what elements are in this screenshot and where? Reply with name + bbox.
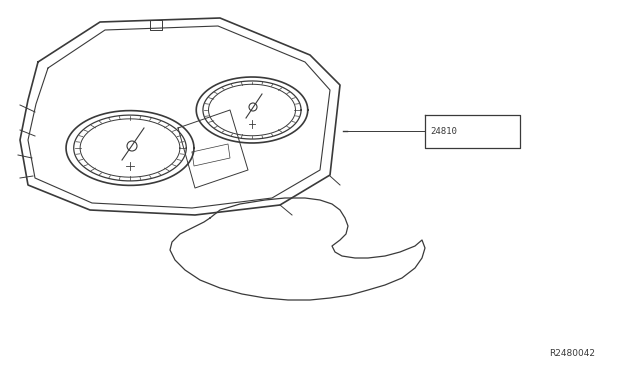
Text: 24810: 24810 <box>430 127 457 136</box>
Text: R2480042: R2480042 <box>549 349 595 358</box>
